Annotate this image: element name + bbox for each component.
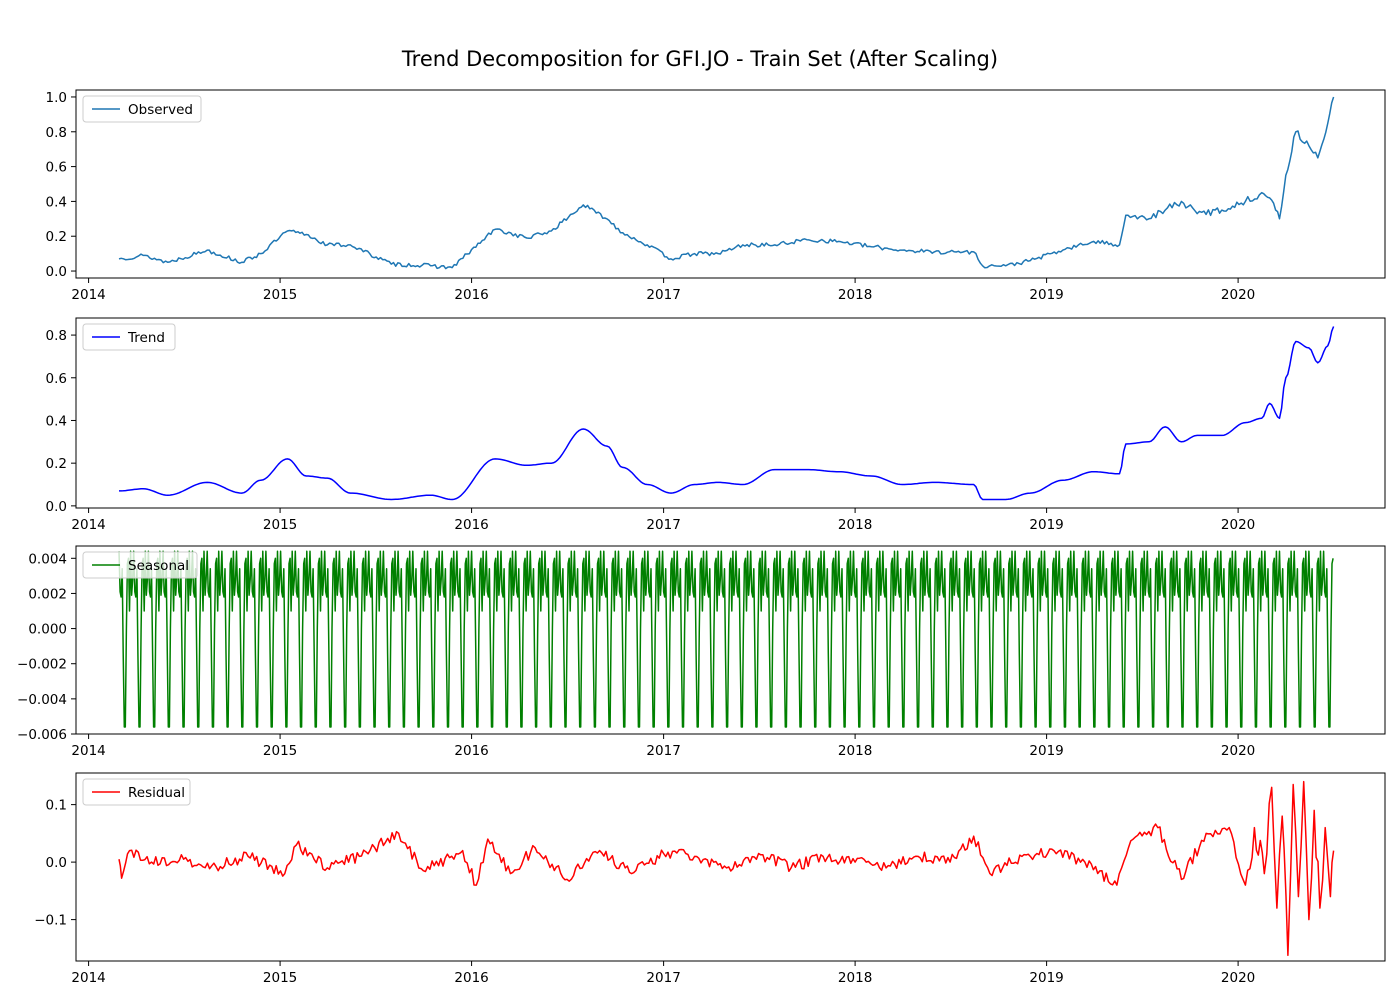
observed-panel: 2014 2015 2016 2017 2018 2019 2020 0.0 0.2 0.4 0.6…	[46, 89, 1386, 303]
observed-legend-box	[82, 95, 202, 123]
observed-x-tick-label: 2019	[1029, 287, 1063, 303]
residual-y-tick-label: 0.1	[46, 798, 67, 814]
residual-panel: 2014 2015 2016 2017 2018 2019 2020 0.1 0.0 −0.1 Re…	[34, 772, 1386, 986]
observed-x-tick-label: 2017	[646, 287, 680, 303]
trend-x-tick-label: 2020	[1221, 517, 1255, 533]
seasonal-series-line	[118, 550, 1334, 728]
observed-y-tick-label: 0.2	[46, 229, 67, 245]
trend-y-tick-label: 0.0	[46, 499, 67, 515]
residual-x-tick-label: 2019	[1029, 970, 1063, 986]
seasonal-y-tick-label: 0.000	[28, 622, 67, 638]
seasonal-y-tick-label: −0.002	[17, 657, 67, 673]
observed-y-tick-label: 0.4	[46, 194, 67, 210]
trend-y-tick-label: 0.2	[46, 456, 67, 472]
trend-panel: 2014 2015 2016 2017 2018 2019 2020 0.0 0.2 0.4 0.6…	[46, 317, 1386, 533]
observed-y-tick-label: 0.0	[46, 264, 67, 280]
seasonal-y-tick-label: 0.004	[28, 551, 67, 567]
trend-y-tick-label: 0.6	[46, 371, 67, 387]
seasonal-x-tick-label: 2015	[263, 743, 297, 759]
observed-x-tick-label: 2018	[838, 287, 872, 303]
residual-axes-frame	[75, 772, 1386, 962]
trend-series-line	[119, 326, 1335, 501]
residual-series-line	[118, 780, 1335, 957]
residual-x-tick-label: 2018	[838, 970, 872, 986]
residual-x-tick-label: 2016	[454, 970, 488, 986]
seasonal-legend-box	[82, 551, 198, 579]
seasonal-legend: Seasonal	[82, 551, 198, 579]
observed-y-tick-label: 0.8	[46, 125, 67, 141]
residual-x-tick-label: 2017	[646, 970, 680, 986]
seasonal-y-tick-label: −0.006	[17, 727, 67, 743]
seasonal-x-tick-label: 2016	[454, 743, 488, 759]
observed-legend-label: Observed	[128, 102, 193, 118]
seasonal-legend-label: Seasonal	[128, 558, 189, 574]
observed-x-tick-label: 2016	[454, 287, 488, 303]
trend-y-tick-label: 0.4	[46, 413, 67, 429]
seasonal-x-tick-label: 2017	[646, 743, 680, 759]
observed-x-tick-label: 2014	[71, 287, 105, 303]
trend-x-tick-label: 2019	[1029, 517, 1063, 533]
seasonal-y-tick-label: −0.004	[17, 692, 67, 708]
seasonal-x-tick-label: 2020	[1221, 743, 1255, 759]
seasonal-panel: 2014 2015 2016 2017 2018 2019 2020 0.004 0.002 0.…	[17, 545, 1386, 759]
observed-series-line	[118, 96, 1335, 270]
seasonal-axes-frame	[75, 545, 1386, 735]
trend-axes-frame	[75, 317, 1386, 509]
residual-x-tick-label: 2015	[263, 970, 297, 986]
seasonal-x-tick-label: 2014	[71, 743, 105, 759]
residual-y-tick-label: −0.1	[34, 913, 67, 929]
observed-legend: Observed	[82, 95, 202, 123]
trend-x-tick-label: 2015	[263, 517, 297, 533]
residual-y-tick-label: 0.0	[46, 855, 67, 871]
trend-legend-label: Trend	[127, 330, 165, 346]
figure-title: Trend Decomposition for GFI.JO - Train S…	[401, 47, 998, 71]
trend-legend-box	[82, 323, 176, 351]
trend-y-tick-label: 0.8	[46, 328, 67, 344]
observed-x-tick-label: 2015	[263, 287, 297, 303]
observed-axes-frame	[75, 89, 1386, 279]
residual-legend: Residual	[82, 778, 191, 806]
trend-x-tick-label: 2014	[71, 517, 105, 533]
residual-x-tick-label: 2014	[71, 970, 105, 986]
observed-x-tick-label: 2020	[1221, 287, 1255, 303]
residual-x-tick-label: 2020	[1221, 970, 1255, 986]
observed-y-tick-label: 0.6	[46, 160, 67, 176]
seasonal-x-tick-label: 2018	[838, 743, 872, 759]
trend-legend: Trend	[82, 323, 176, 351]
residual-legend-label: Residual	[128, 785, 185, 801]
trend-x-tick-label: 2016	[454, 517, 488, 533]
seasonal-x-tick-label: 2019	[1029, 743, 1063, 759]
seasonal-y-tick-label: 0.002	[28, 586, 67, 602]
observed-y-tick-label: 1.0	[46, 90, 67, 106]
residual-legend-box	[82, 778, 191, 806]
trend-x-tick-label: 2018	[838, 517, 872, 533]
trend-x-tick-label: 2017	[646, 517, 680, 533]
